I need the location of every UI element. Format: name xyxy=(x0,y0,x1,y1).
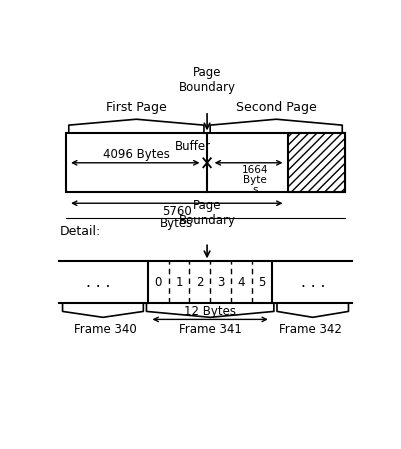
Text: Frame 340: Frame 340 xyxy=(74,323,137,336)
Text: 1664
Byte
s: 1664 Byte s xyxy=(242,164,269,194)
Text: Frame 342: Frame 342 xyxy=(279,323,342,336)
Text: Page
Boundary: Page Boundary xyxy=(178,199,235,227)
Text: 2: 2 xyxy=(196,276,204,289)
Text: 5760
Bytes: 5760 Bytes xyxy=(160,205,193,230)
Text: Page
Boundary: Page Boundary xyxy=(178,66,235,94)
Text: 3: 3 xyxy=(217,276,224,289)
Text: . . .: . . . xyxy=(86,274,111,290)
Text: Second Page: Second Page xyxy=(236,101,316,114)
Text: . . .: . . . xyxy=(300,274,325,290)
Text: 4096 Bytes: 4096 Bytes xyxy=(103,148,170,161)
Text: Buffer: Buffer xyxy=(175,140,211,153)
Text: 12 Bytes: 12 Bytes xyxy=(184,305,236,318)
Text: First Page: First Page xyxy=(106,101,167,114)
Text: 1: 1 xyxy=(175,276,183,289)
Text: 0: 0 xyxy=(155,276,162,289)
Bar xyxy=(288,133,345,192)
Text: Detail:: Detail: xyxy=(59,225,101,238)
Bar xyxy=(66,133,345,192)
Text: Frame 341: Frame 341 xyxy=(179,323,242,336)
Text: 4: 4 xyxy=(237,276,245,289)
Bar xyxy=(288,133,345,192)
Text: 5: 5 xyxy=(258,276,265,289)
